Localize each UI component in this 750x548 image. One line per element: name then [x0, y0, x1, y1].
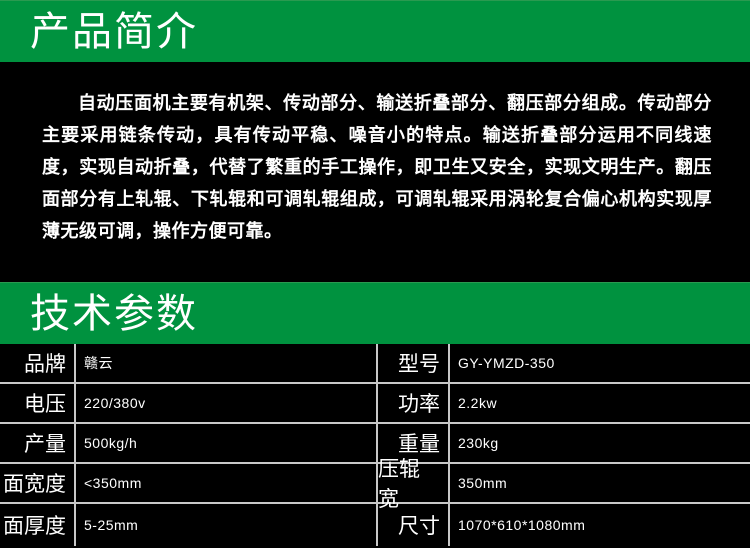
- table-row: 面厚度 5-25mm 尺寸 1070*610*1080mm: [0, 504, 750, 546]
- spec-label: 功率: [376, 384, 446, 422]
- spec-label: 产量: [24, 432, 66, 456]
- intro-header: 产品简介: [0, 0, 750, 62]
- intro-paragraph: 自动压面机主要有机架、传动部分、输送折叠部分、翻压部分组成。传动部分主要采用链条…: [42, 93, 712, 242]
- spec-label: 品牌: [24, 352, 66, 376]
- spec-value: 1070*610*1080mm: [448, 504, 750, 546]
- spec-value: 5-25mm: [74, 504, 374, 546]
- spec-value: 500kg/h: [74, 424, 374, 462]
- spec-label: 电压: [24, 392, 66, 416]
- table-row: 面宽度 <350mm 压辊宽 350mm: [0, 457, 750, 511]
- table-row: 产量 500kg/h 重量 230kg: [0, 424, 750, 464]
- spec-value: 2.2kw: [448, 384, 750, 422]
- spec-value: 230kg: [448, 424, 750, 462]
- spec-value: GY-YMZD-350: [448, 344, 750, 382]
- spec-label: 型号: [376, 344, 446, 382]
- spec-label: 尺寸: [376, 504, 446, 546]
- spec-label: 压辊宽: [376, 457, 446, 511]
- table-row: 品牌 赣云 型号 GY-YMZD-350: [0, 344, 750, 384]
- spec-value: <350mm: [74, 464, 374, 502]
- spec-label: 面宽度: [3, 472, 66, 496]
- spec-label: 重量: [376, 424, 446, 462]
- spec-value: 220/380v: [74, 384, 374, 422]
- specs-table: 品牌 赣云 型号 GY-YMZD-350 电压 220/380v 功率 2.2k…: [0, 344, 750, 546]
- intro-title: 产品简介: [30, 9, 198, 55]
- specs-header: 技术参数: [0, 282, 750, 344]
- spec-value: 赣云: [74, 344, 374, 382]
- specs-title: 技术参数: [30, 291, 198, 337]
- table-row: 电压 220/380v 功率 2.2kw: [0, 384, 750, 424]
- spec-label: 面厚度: [3, 514, 66, 538]
- spec-value: 350mm: [448, 464, 750, 502]
